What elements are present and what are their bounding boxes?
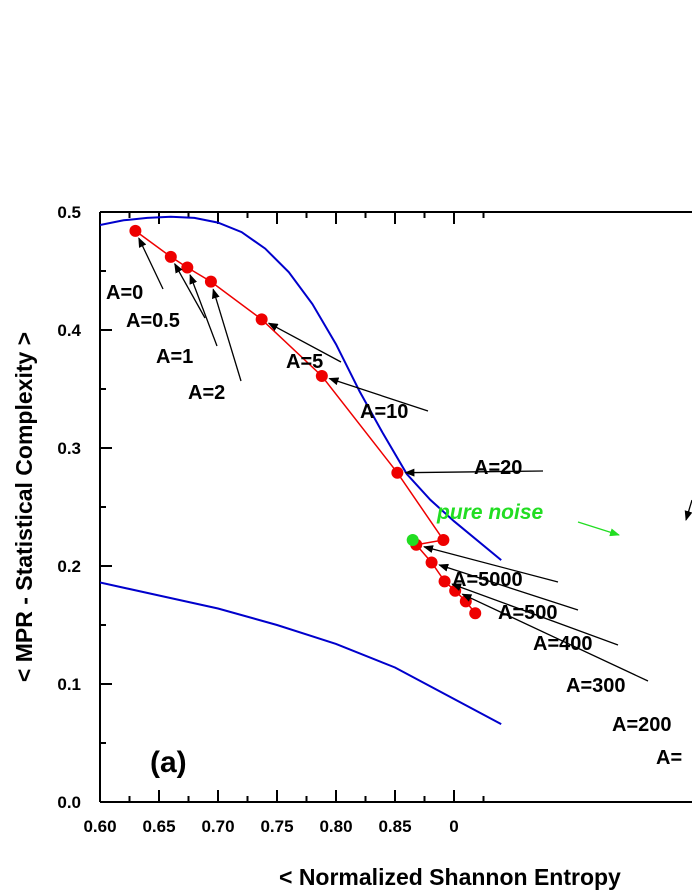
annotation-arrow	[438, 563, 579, 611]
data-point	[438, 575, 451, 588]
data-point	[164, 250, 177, 263]
data-point	[315, 370, 328, 383]
x-tick-label: 0.85	[378, 817, 411, 836]
y-tick-label: 0.5	[57, 203, 81, 222]
annotation-arrows	[138, 237, 692, 682]
pure-noise-point	[406, 534, 419, 547]
annotation-arrow	[328, 377, 429, 412]
point-labels: A=0 A=0.5 A=1 A=2 A=5 A=10 A=20 A=5000 A=500 A=40…	[106, 282, 682, 769]
point-label: A=300	[566, 675, 626, 697]
annotation-arrow	[267, 322, 342, 363]
annotation-arrow	[211, 288, 242, 382]
data-point	[425, 556, 438, 569]
min-complexity-curve	[100, 581, 502, 725]
point-label: A=5	[286, 351, 323, 373]
point-label: A=400	[533, 633, 593, 655]
point-label: A=200	[612, 714, 672, 736]
pure-noise-label: pure noise	[436, 501, 544, 524]
x-tick-label: 0.75	[260, 817, 293, 836]
annotation-arrow	[451, 583, 619, 646]
panel-label: (a)	[150, 746, 187, 779]
point-label: A=20	[474, 457, 522, 479]
x-tick-label: 0.65	[142, 817, 175, 836]
annotation-arrow	[404, 468, 544, 477]
x-tick-label: 0	[449, 817, 458, 836]
series-line-layer	[134, 230, 476, 614]
x-tick-label: 0.70	[201, 817, 234, 836]
y-tick-label: 0.2	[57, 557, 81, 576]
y-tick-label: 0.1	[57, 675, 81, 694]
point-label: A=0	[106, 282, 143, 304]
data-point	[391, 466, 404, 479]
data-point	[469, 607, 482, 620]
data-point	[204, 275, 217, 288]
plot-frame	[99, 211, 692, 803]
data-point	[129, 224, 142, 237]
x-tick-label: 0.80	[319, 817, 352, 836]
point-label: A=500	[498, 602, 558, 624]
data-point	[181, 261, 194, 274]
x-tick-label: 0.60	[83, 817, 116, 836]
y-axis-title: < MPR - Statistical Complexity >	[11, 332, 37, 682]
max-complexity-curve	[100, 215, 502, 561]
axis-tick-labels: 0.60 0.65 0.70 0.75 0.80 0.85 0 0.0 0.1 0.2 0.3 0.4…	[57, 203, 458, 836]
annotation-arrow	[461, 593, 649, 682]
point-label: A=10	[360, 401, 408, 423]
data-points	[129, 224, 482, 620]
series-line	[134, 230, 476, 614]
y-tick-label: 0.4	[57, 321, 81, 340]
point-label: A=5000	[452, 569, 523, 591]
data-point	[437, 534, 450, 547]
y-tick-label: 0.0	[57, 793, 81, 812]
axis-ticks	[99, 211, 485, 803]
data-point	[255, 313, 268, 326]
annotation-arrow	[138, 237, 164, 290]
complexity-bounds	[100, 215, 502, 725]
x-axis-title: < Normalized Shannon Entropy	[279, 864, 621, 890]
point-label: A=1	[156, 346, 193, 368]
annotation-arrow	[174, 262, 206, 319]
annotation-arrow	[423, 545, 559, 583]
pure-noise-arrow	[577, 521, 620, 537]
annotation-arrow	[189, 273, 218, 347]
point-label: A=	[656, 747, 682, 769]
point-label: A=2	[188, 382, 225, 404]
annotation-arrow	[684, 499, 692, 521]
point-label: A=0.5	[126, 310, 180, 332]
y-tick-label: 0.3	[57, 439, 81, 458]
